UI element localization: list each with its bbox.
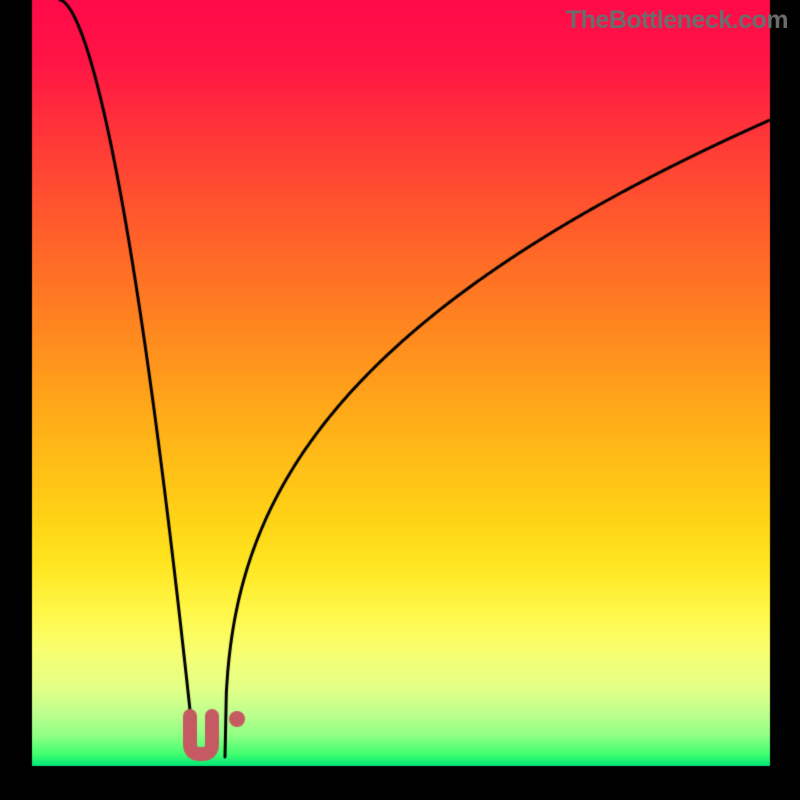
chart-root: TheBottleneck.com [0, 0, 800, 800]
chart-curves-layer [0, 0, 800, 800]
watermark-text: TheBottleneck.com [566, 6, 788, 35]
